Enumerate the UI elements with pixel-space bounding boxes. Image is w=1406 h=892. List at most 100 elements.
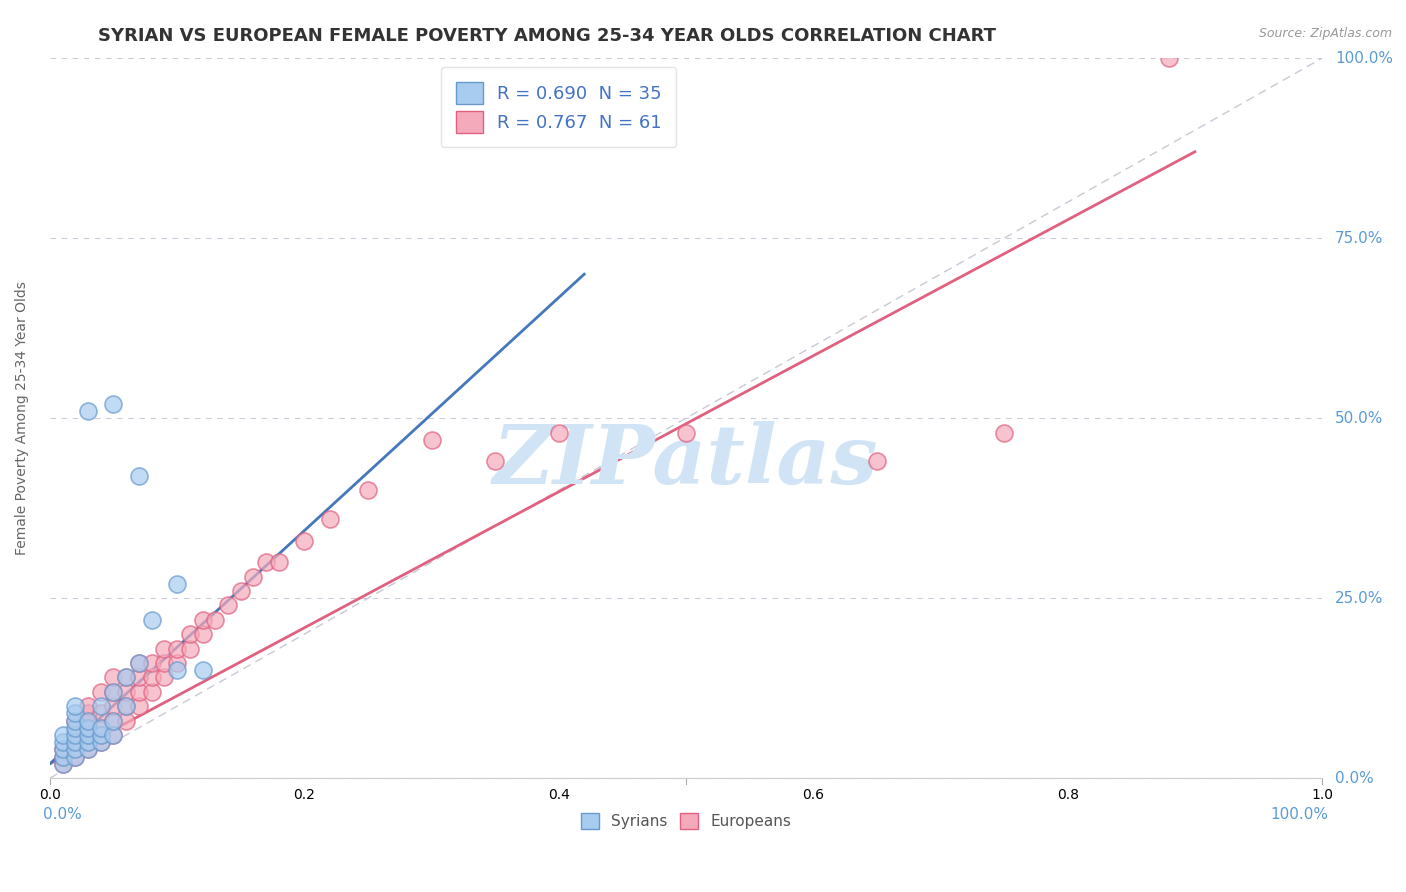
Point <box>103 728 125 742</box>
Point <box>292 533 315 548</box>
Point <box>217 599 239 613</box>
Point <box>254 555 277 569</box>
Point <box>51 749 73 764</box>
Point <box>166 663 188 677</box>
Point <box>77 714 100 728</box>
Point <box>153 670 176 684</box>
Text: 0.0%: 0.0% <box>44 807 82 822</box>
Point <box>153 641 176 656</box>
Point <box>229 584 252 599</box>
Point <box>993 425 1015 440</box>
Text: Source: ZipAtlas.com: Source: ZipAtlas.com <box>1258 27 1392 40</box>
Point <box>141 670 163 684</box>
Point <box>153 656 176 670</box>
Point <box>267 555 290 569</box>
Point <box>103 670 125 684</box>
Point <box>166 576 188 591</box>
Point <box>65 728 87 742</box>
Point <box>65 714 87 728</box>
Text: 0.0%: 0.0% <box>1334 771 1374 786</box>
Text: 100.0%: 100.0% <box>1271 807 1329 822</box>
Point <box>90 685 112 699</box>
Point <box>90 728 112 742</box>
Text: 75.0%: 75.0% <box>1334 231 1384 245</box>
Point <box>103 685 125 699</box>
Point <box>77 714 100 728</box>
Point <box>115 670 138 684</box>
Point <box>179 641 201 656</box>
Point <box>191 613 214 627</box>
Point <box>115 699 138 714</box>
Point <box>420 433 443 447</box>
Point <box>65 699 87 714</box>
Point <box>675 425 697 440</box>
Text: ZIPatlas: ZIPatlas <box>494 421 879 501</box>
Point <box>103 714 125 728</box>
Point <box>65 735 87 749</box>
Point <box>65 714 87 728</box>
Point <box>115 699 138 714</box>
Point <box>65 742 87 756</box>
Point <box>51 756 73 771</box>
Point <box>77 728 100 742</box>
Point <box>357 483 380 498</box>
Point <box>103 728 125 742</box>
Point <box>103 397 125 411</box>
Point <box>65 706 87 721</box>
Text: SYRIAN VS EUROPEAN FEMALE POVERTY AMONG 25-34 YEAR OLDS CORRELATION CHART: SYRIAN VS EUROPEAN FEMALE POVERTY AMONG … <box>98 27 997 45</box>
Point <box>90 699 112 714</box>
Point <box>51 756 73 771</box>
Point <box>65 728 87 742</box>
Point <box>484 454 506 468</box>
Point <box>77 742 100 756</box>
Point <box>90 721 112 735</box>
Point <box>51 742 73 756</box>
Point <box>103 714 125 728</box>
Point <box>90 706 112 721</box>
Point <box>77 742 100 756</box>
Text: 50.0%: 50.0% <box>1334 410 1384 425</box>
Point <box>128 699 150 714</box>
Point <box>242 569 264 583</box>
Point <box>128 656 150 670</box>
Point <box>103 685 125 699</box>
Point <box>77 735 100 749</box>
Point <box>319 512 342 526</box>
Point <box>128 656 150 670</box>
Point <box>547 425 569 440</box>
Point <box>115 685 138 699</box>
Point <box>90 721 112 735</box>
Point <box>866 454 889 468</box>
Point <box>128 685 150 699</box>
Legend: Syrians, Europeans: Syrians, Europeans <box>575 807 797 836</box>
Point <box>65 721 87 735</box>
Point <box>65 735 87 749</box>
Point <box>141 656 163 670</box>
Text: 25.0%: 25.0% <box>1334 591 1384 606</box>
Point <box>65 749 87 764</box>
Point <box>51 735 73 749</box>
Point <box>90 735 112 749</box>
Point <box>1159 51 1181 65</box>
Point <box>77 721 100 735</box>
Point <box>166 656 188 670</box>
Point <box>77 706 100 721</box>
Y-axis label: Female Poverty Among 25-34 Year Olds: Female Poverty Among 25-34 Year Olds <box>15 281 30 555</box>
Point <box>77 735 100 749</box>
Point <box>115 714 138 728</box>
Text: 100.0%: 100.0% <box>1334 51 1393 66</box>
Point <box>65 749 87 764</box>
Point <box>90 735 112 749</box>
Point <box>166 641 188 656</box>
Point <box>179 627 201 641</box>
Point <box>191 663 214 677</box>
Point <box>51 728 73 742</box>
Point <box>204 613 226 627</box>
Point <box>141 685 163 699</box>
Point <box>77 404 100 418</box>
Point <box>115 670 138 684</box>
Point <box>128 670 150 684</box>
Point <box>128 468 150 483</box>
Point <box>77 728 100 742</box>
Point <box>77 699 100 714</box>
